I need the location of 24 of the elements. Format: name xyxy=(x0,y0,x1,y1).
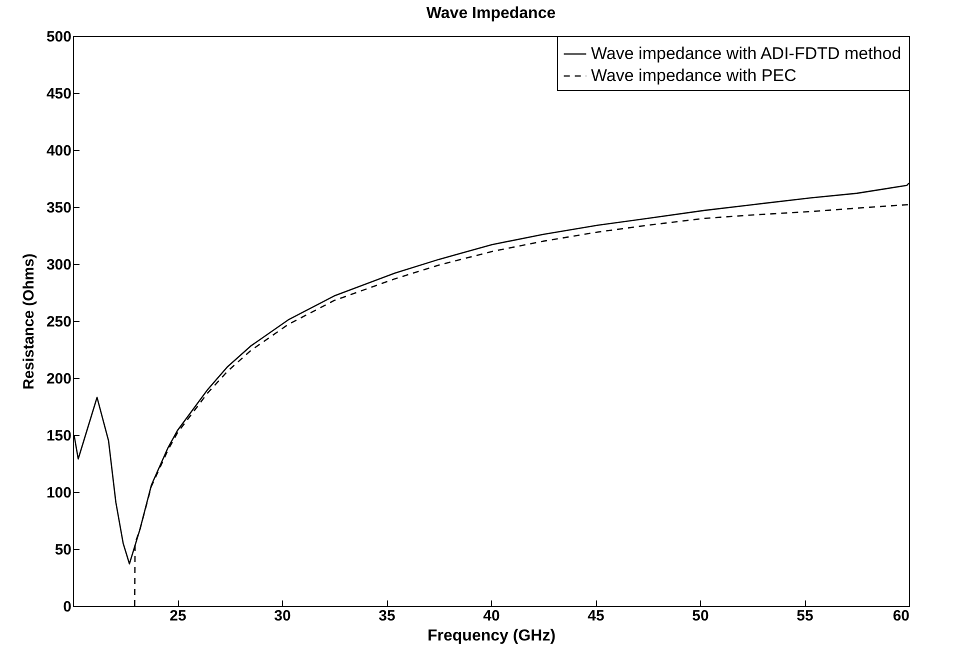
y-tick-label: 500 xyxy=(46,28,72,46)
x-tick-label: 45 xyxy=(588,608,604,624)
x-tick-label: 35 xyxy=(378,608,396,624)
x-tick-label: 40 xyxy=(483,608,500,624)
y-tick-label: 450 xyxy=(46,86,72,102)
y-tick-label: 350 xyxy=(46,200,72,216)
y-tick-label: 100 xyxy=(46,484,72,502)
x-tick-label: 60 xyxy=(892,608,910,624)
y-tick-label: 50 xyxy=(54,542,72,558)
y-tick-label: 250 xyxy=(46,314,72,330)
x-tick-label: 30 xyxy=(274,608,291,624)
chart-title: Wave Impedance xyxy=(426,5,556,22)
legend-label: Wave impedance with PEC xyxy=(591,66,796,85)
x-tick-label: 50 xyxy=(692,608,709,624)
x-axis-title: Frequency (GHz) xyxy=(427,628,556,644)
y-tick-label: 300 xyxy=(46,256,72,274)
legend-label: Wave impedance with ADI-FDTD method xyxy=(591,44,902,63)
x-tick-label: 55 xyxy=(796,608,814,624)
y-tick-label: 200 xyxy=(46,370,72,388)
y-tick-label: 0 xyxy=(63,598,72,616)
y-axis-title: Resistance (Ohms) xyxy=(20,254,38,390)
x-tick-label: 25 xyxy=(170,608,186,624)
y-tick-label: 150 xyxy=(46,428,72,444)
y-tick-label: 400 xyxy=(46,142,72,160)
